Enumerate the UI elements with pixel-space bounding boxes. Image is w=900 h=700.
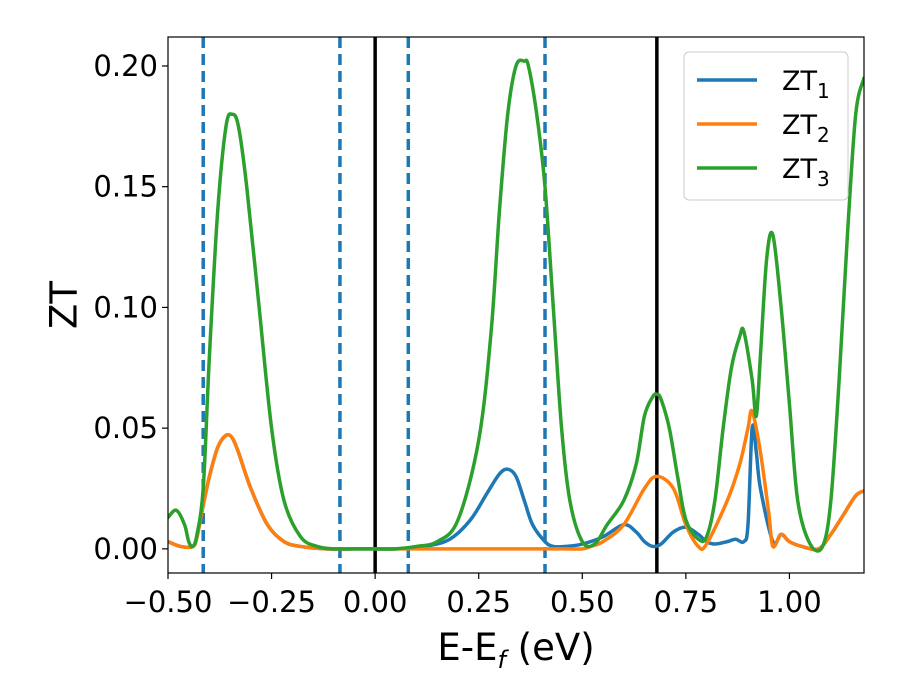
x-axis-title: E-Ef (eV) <box>437 626 594 674</box>
x-axis: −0.50 −0.25 0.00 0.25 0.50 0.75 1.00 <box>124 573 822 619</box>
y-axis-title: ZT <box>43 281 86 329</box>
x-tick-label: 0.25 <box>446 585 511 619</box>
y-tick-label: 0.20 <box>93 49 158 83</box>
legend: ZT1 ZT2 ZT3 <box>683 51 849 201</box>
legend-box <box>683 51 849 201</box>
x-tick-label: 0.00 <box>343 585 408 619</box>
legend-label-zt1: ZT1 <box>782 66 830 103</box>
y-tick-label: 0.05 <box>93 411 158 445</box>
y-tick-label: 0.00 <box>93 532 158 566</box>
x-tick-label: −0.25 <box>227 585 316 619</box>
series-group <box>168 58 864 553</box>
series-line-zt3 <box>168 58 864 553</box>
legend-label-zt3: ZT3 <box>782 154 830 191</box>
x-tick-label: 1.00 <box>757 585 822 619</box>
y-axis: 0.00 0.05 0.10 0.15 0.20 <box>93 49 168 566</box>
x-tick-label: −0.50 <box>124 585 213 619</box>
plot-frame <box>167 36 865 574</box>
x-tick-label: 0.50 <box>550 585 615 619</box>
x-tick-label: 0.75 <box>654 585 719 619</box>
y-tick-label: 0.10 <box>93 290 158 324</box>
y-tick-label: 0.15 <box>93 170 158 204</box>
legend-label-zt2: ZT2 <box>782 110 830 147</box>
